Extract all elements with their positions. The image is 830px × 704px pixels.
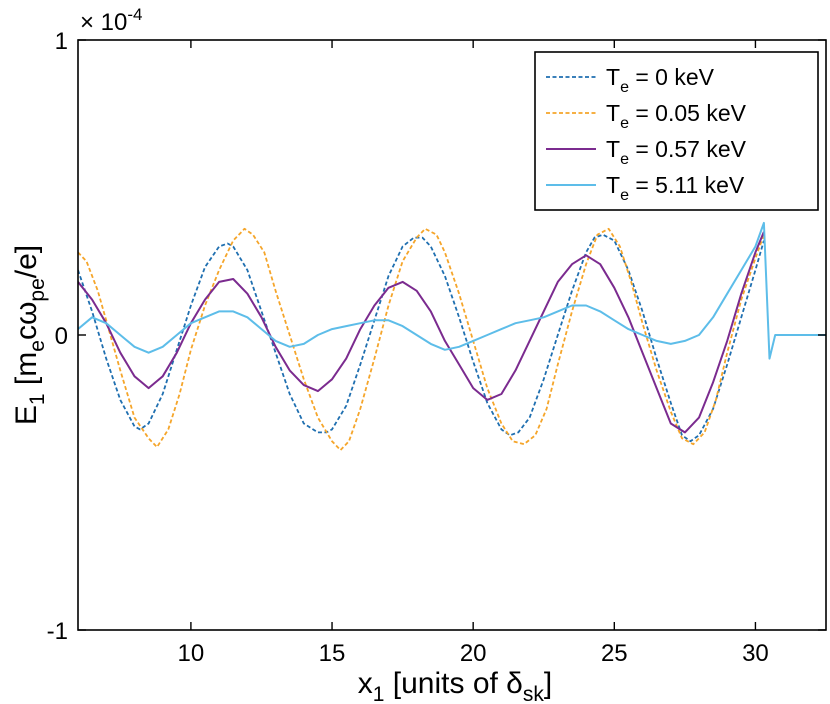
legend: Te = 0 keV Te = 0.05 keV Te = 0.57 keV Te =… [534,51,819,211]
legend-label-1: Te = 0 keV [606,64,715,96]
legend-label-3: Te = 0.57 keV [606,136,747,168]
series-line-3 [78,231,765,434]
y-multiplier-label: × 10-4 [80,5,143,36]
y-axis-title: E1 [mecωpe/e] [10,245,49,425]
legend-label-2: Te = 0.05 keV [606,100,747,132]
y-tick-label: 1 [55,28,68,55]
series-line-2 [78,227,765,451]
legend-entries: Te = 0 keV Te = 0.05 keV Te = 0.57 keV Te =… [546,64,747,204]
series-line-4 [78,221,826,360]
legend-box [534,51,819,211]
x-tick-label: 30 [742,640,769,667]
x-tick-label: 15 [319,640,346,667]
y-tick-label: 0 [55,323,68,350]
x-axis-title: x1 [units of δsk] [358,667,552,704]
x-tick-label: 20 [460,640,487,667]
series-line-1 [78,233,765,443]
x-tick-label: 10 [178,640,205,667]
legend-label-4: Te = 5.11 keV [606,172,745,204]
series-layer [78,221,826,451]
x-tick-label: 25 [601,640,628,667]
y-tick-label: -1 [47,618,68,645]
tick-layer: 10 15 20 25 30 -1 0 1 [47,28,826,667]
